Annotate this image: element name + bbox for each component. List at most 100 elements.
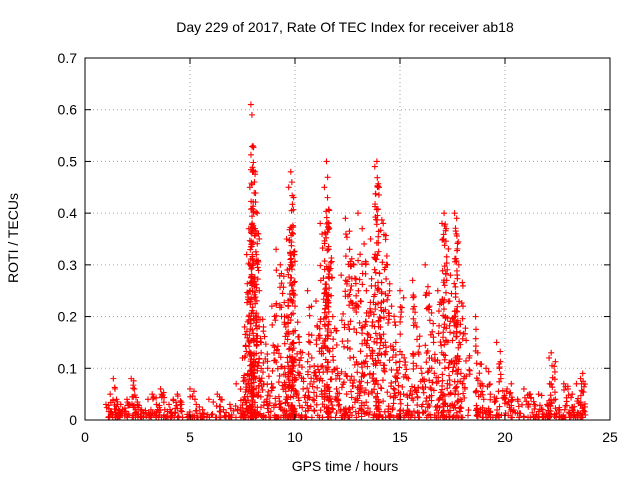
fill-point <box>580 389 587 396</box>
fill-point <box>551 376 558 383</box>
data-point <box>134 401 141 408</box>
fill-point <box>466 352 473 359</box>
fill-point <box>324 229 331 236</box>
fill-point <box>282 324 289 331</box>
fill-point <box>485 368 492 375</box>
fill-point <box>380 308 387 315</box>
x-tick-label: 25 <box>602 429 618 445</box>
data-point <box>323 158 330 165</box>
fill-point <box>371 386 378 393</box>
fill-point <box>246 332 253 339</box>
fill-point <box>355 410 362 417</box>
fill-point <box>130 382 137 389</box>
data-point <box>355 210 361 217</box>
fill-point <box>348 412 355 419</box>
fill-point <box>386 280 393 287</box>
fill-point <box>361 402 368 409</box>
fill-point <box>577 399 584 406</box>
fill-point <box>353 329 360 336</box>
fill-point <box>452 283 459 290</box>
fill-point <box>293 389 300 396</box>
fill-point <box>428 355 435 362</box>
fill-point <box>450 364 457 371</box>
fill-point <box>325 291 332 298</box>
fill-point <box>430 334 437 341</box>
fill-point <box>275 379 282 386</box>
fill-point <box>428 386 435 393</box>
fill-point <box>580 383 587 390</box>
fill-point <box>385 292 392 299</box>
fill-point <box>377 315 384 322</box>
fill-point <box>473 326 480 333</box>
fill-point <box>360 408 367 415</box>
fill-point <box>353 414 360 421</box>
x-tick-label: 15 <box>392 429 408 445</box>
fill-point <box>193 407 200 414</box>
fill-point <box>257 377 264 384</box>
fill-point <box>250 239 257 246</box>
fill-point <box>410 360 417 367</box>
data-point <box>439 220 445 227</box>
data-point <box>321 184 328 191</box>
fill-point <box>385 316 392 323</box>
fill-point <box>371 291 378 298</box>
fill-point <box>284 396 291 403</box>
fill-point <box>449 337 456 344</box>
fill-point <box>358 298 365 305</box>
fill-point <box>454 245 461 252</box>
fill-point <box>443 277 450 284</box>
fill-point <box>506 390 513 397</box>
fill-point <box>355 303 362 310</box>
fill-point <box>121 405 128 412</box>
fill-point <box>206 414 213 421</box>
fill-point <box>250 336 257 343</box>
fill-point <box>353 292 360 299</box>
fill-point <box>548 400 555 407</box>
fill-point <box>457 396 464 403</box>
fill-point <box>177 397 184 404</box>
fill-point <box>497 348 504 355</box>
fill-point <box>397 313 404 320</box>
fill-point <box>304 385 311 392</box>
fill-point <box>525 403 532 410</box>
fill-point <box>252 322 259 329</box>
fill-point <box>561 406 568 413</box>
fill-point <box>326 388 333 395</box>
fill-point <box>253 319 260 326</box>
fill-point <box>410 352 417 359</box>
fill-point <box>362 260 369 267</box>
fill-point <box>476 370 483 377</box>
fill-point <box>478 361 485 368</box>
fill-point <box>254 240 261 247</box>
data-point <box>260 323 267 330</box>
fill-point <box>251 179 258 186</box>
fill-point <box>357 382 364 389</box>
fill-point <box>478 388 485 395</box>
fill-point <box>313 401 320 408</box>
fill-point <box>323 234 330 241</box>
fill-point <box>390 394 397 401</box>
fill-point <box>322 390 329 397</box>
data-point <box>110 375 117 382</box>
fill-point <box>369 347 376 354</box>
fill-point <box>436 404 443 411</box>
fill-point <box>426 317 433 324</box>
fill-point <box>475 408 482 415</box>
fill-point <box>374 174 381 181</box>
fill-point <box>454 272 461 279</box>
fill-point <box>441 400 448 407</box>
fill-point <box>274 343 281 350</box>
fill-point <box>446 407 453 414</box>
data-point <box>117 401 124 408</box>
data-point <box>187 385 193 392</box>
fill-point <box>453 258 460 265</box>
data-point <box>273 246 280 253</box>
fill-point <box>275 393 282 400</box>
fill-point <box>465 412 472 419</box>
fill-point <box>454 399 461 406</box>
data-point <box>346 246 353 253</box>
fill-point <box>574 409 581 416</box>
fill-point <box>323 214 330 221</box>
fill-point <box>380 362 387 369</box>
fill-point <box>285 346 292 353</box>
